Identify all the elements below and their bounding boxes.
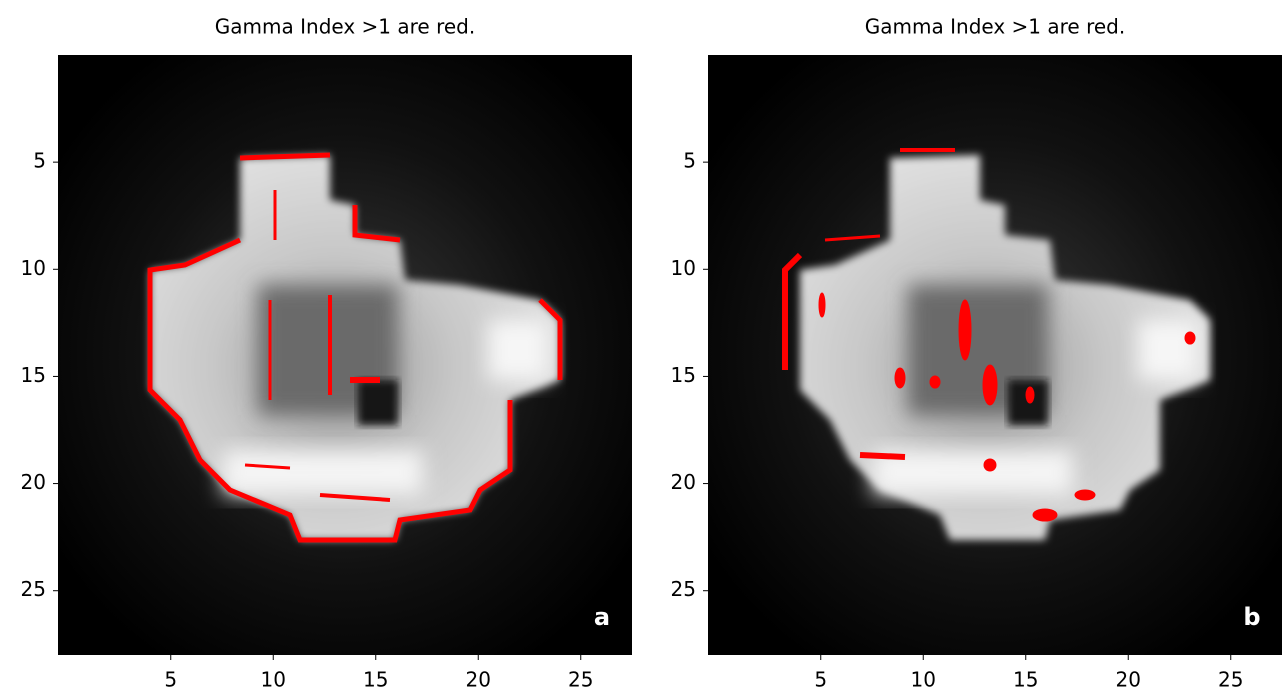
y-tick-label: 25	[21, 577, 46, 601]
panel-label: a	[594, 603, 610, 631]
y-tick-label: 10	[671, 256, 696, 280]
x-tick-label: 25	[568, 668, 593, 692]
y-tick-label: 25	[671, 577, 696, 601]
gamma-fail-overlay	[147, 152, 563, 543]
gamma-fail-overlay	[782, 148, 1196, 522]
y-tick-label: 20	[671, 470, 696, 494]
panel-a	[58, 55, 632, 655]
x-tick-label: 20	[466, 668, 491, 692]
y-tick-label: 10	[21, 256, 46, 280]
panel-label: b	[1243, 603, 1260, 631]
x-tick-label: 20	[1116, 668, 1141, 692]
y-tick-label: 15	[671, 363, 696, 387]
x-tick-label: 5	[814, 668, 827, 692]
y-tick-label: 15	[21, 363, 46, 387]
chart-title: Gamma Index >1 are red.	[865, 15, 1125, 39]
y-tick-label: 20	[21, 470, 46, 494]
x-tick-label: 10	[911, 668, 936, 692]
x-tick-label: 25	[1218, 668, 1243, 692]
y-tick-label: 5	[683, 149, 696, 173]
y-tick-label: 5	[33, 149, 46, 173]
chart-title: Gamma Index >1 are red.	[215, 15, 475, 39]
x-tick-label: 10	[261, 668, 286, 692]
x-tick-label: 15	[363, 668, 388, 692]
panel-b	[708, 55, 1282, 655]
x-tick-label: 15	[1013, 668, 1038, 692]
x-tick-label: 5	[164, 668, 177, 692]
